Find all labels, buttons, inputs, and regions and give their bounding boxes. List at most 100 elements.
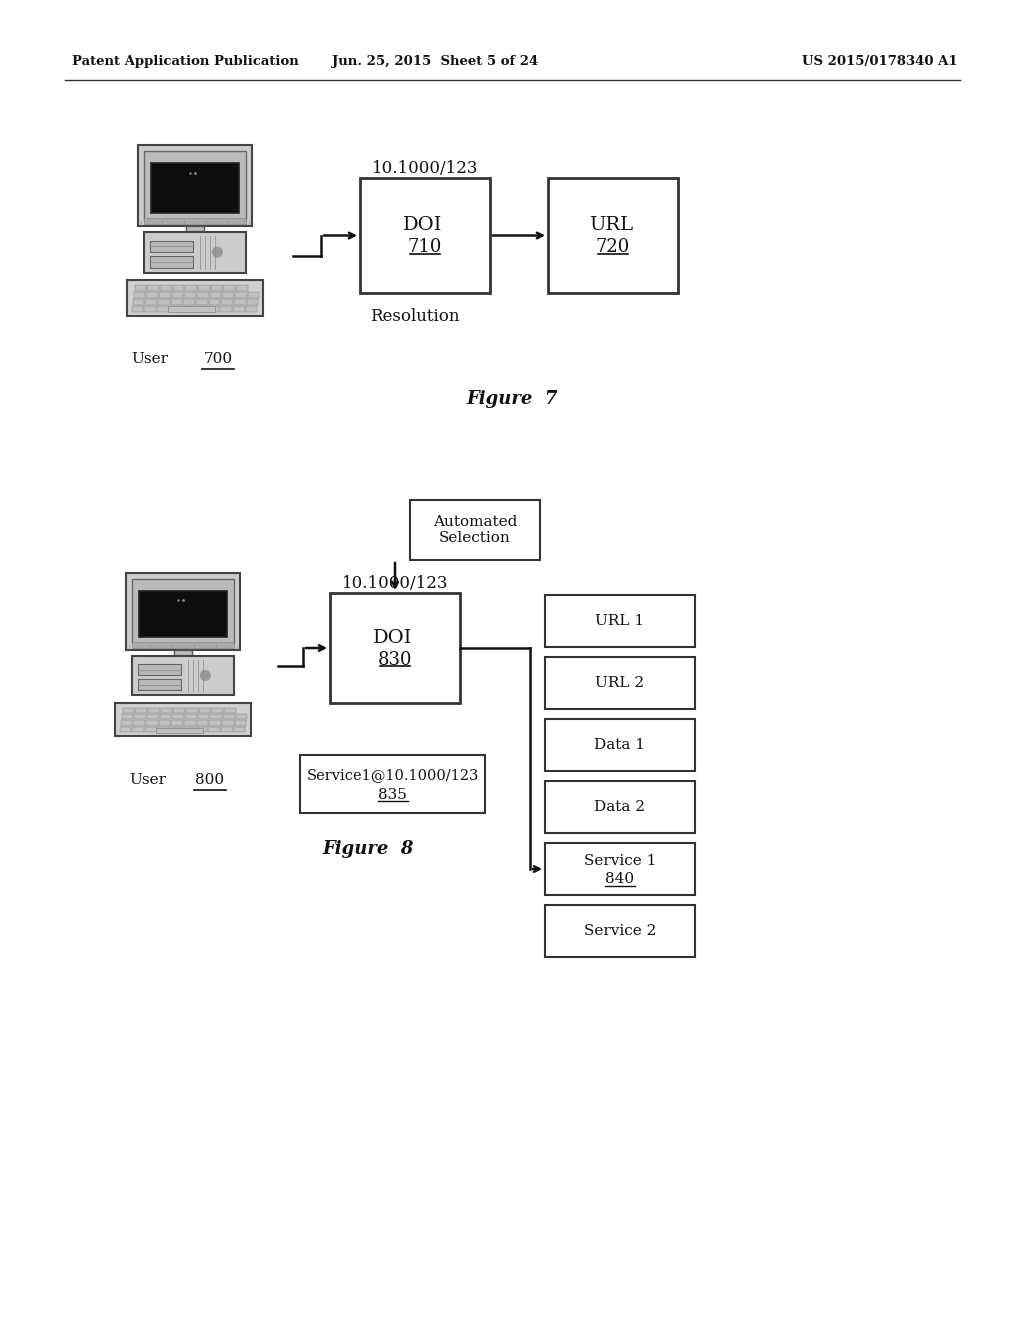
Text: DOI: DOI [403,216,442,235]
Bar [545,781,695,833]
Bar [300,755,485,813]
Bar [173,708,185,713]
Bar [159,721,170,726]
Bar [211,285,222,292]
Bar [148,708,160,713]
Bar [186,226,204,236]
Bar [199,708,210,713]
Bar [220,306,232,312]
Text: 10.1000/123: 10.1000/123 [342,576,449,591]
Bar [330,593,460,704]
Bar [160,285,172,292]
Bar [545,595,695,647]
Bar [132,306,143,312]
Bar [236,285,248,292]
Bar [134,714,146,719]
Bar [197,292,209,298]
Bar [158,727,169,733]
Text: Automated
Selection: Automated Selection [433,515,517,545]
Bar [123,708,134,713]
Bar [147,714,159,719]
Text: URL 2: URL 2 [595,676,644,690]
Bar [248,292,259,298]
Bar [221,298,232,305]
Bar [160,714,171,719]
Bar [158,298,170,305]
Bar [236,714,247,719]
Bar [185,285,197,292]
Text: Data 1: Data 1 [595,738,645,752]
Bar [548,178,678,293]
Bar [210,292,221,298]
Bar [170,306,181,312]
Bar [174,651,193,660]
Bar [211,708,223,713]
Bar [222,721,233,726]
Text: 700: 700 [204,352,232,366]
Bar [161,708,172,713]
Text: DOI: DOI [374,630,413,647]
Bar [170,727,182,733]
Bar [171,721,183,726]
Bar [186,708,198,713]
Bar [121,721,132,726]
Bar [132,656,233,696]
Text: Service 1: Service 1 [584,854,656,869]
Bar [184,292,196,298]
Text: 710: 710 [408,239,442,256]
Bar [133,721,145,726]
Bar [198,714,209,719]
Bar [144,306,156,312]
Bar [195,306,207,312]
Text: US 2015/0178340 A1: US 2015/0178340 A1 [802,55,957,69]
Bar [223,714,234,719]
Bar [545,906,695,957]
Bar [172,292,183,298]
Text: 830: 830 [378,651,413,669]
Bar [133,298,144,305]
Text: Service 2: Service 2 [584,924,656,939]
Bar [143,150,246,220]
Bar [185,714,197,719]
Bar [144,231,246,273]
Bar [135,708,147,713]
Text: 800: 800 [196,774,224,787]
Text: Figure  8: Figure 8 [323,840,414,858]
Bar [233,727,246,733]
Text: Data 2: Data 2 [595,800,645,814]
Bar [410,500,540,560]
Bar [151,256,193,268]
Bar [122,714,133,719]
Bar [232,306,245,312]
Bar [224,708,236,713]
Text: 835: 835 [378,788,407,803]
Bar [545,843,695,895]
Bar [233,298,246,305]
Bar [196,727,207,733]
Bar [147,285,159,292]
Bar [222,292,233,298]
Bar [146,721,158,726]
Bar [221,727,232,733]
Bar [156,727,204,733]
Bar [171,298,182,305]
Bar [234,721,246,726]
Bar [132,727,144,733]
Bar [120,727,131,733]
Bar [209,298,220,305]
Bar [157,306,169,312]
Bar [183,298,195,305]
Bar [145,727,157,733]
Bar [172,714,184,719]
Text: User: User [129,774,167,787]
Bar [197,721,208,726]
Bar [182,306,194,312]
Bar [139,591,227,638]
Bar [115,702,251,737]
Bar [168,306,215,312]
Text: Patent Application Publication: Patent Application Publication [72,55,299,69]
Text: Figure  7: Figure 7 [466,389,558,408]
Bar [126,573,241,651]
Circle shape [201,671,210,681]
Text: 720: 720 [596,239,630,256]
